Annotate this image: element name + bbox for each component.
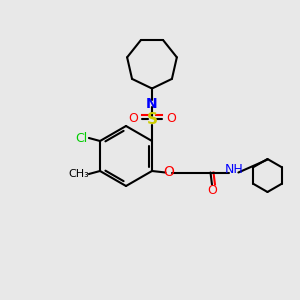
Text: O: O xyxy=(207,184,217,197)
Text: O: O xyxy=(163,166,174,179)
Text: N: N xyxy=(146,97,158,110)
Text: Cl: Cl xyxy=(75,131,87,145)
Text: NH: NH xyxy=(225,163,244,176)
Text: CH₃: CH₃ xyxy=(69,169,89,179)
Text: O: O xyxy=(128,112,138,125)
Text: O: O xyxy=(166,112,176,125)
Text: S: S xyxy=(146,112,158,128)
